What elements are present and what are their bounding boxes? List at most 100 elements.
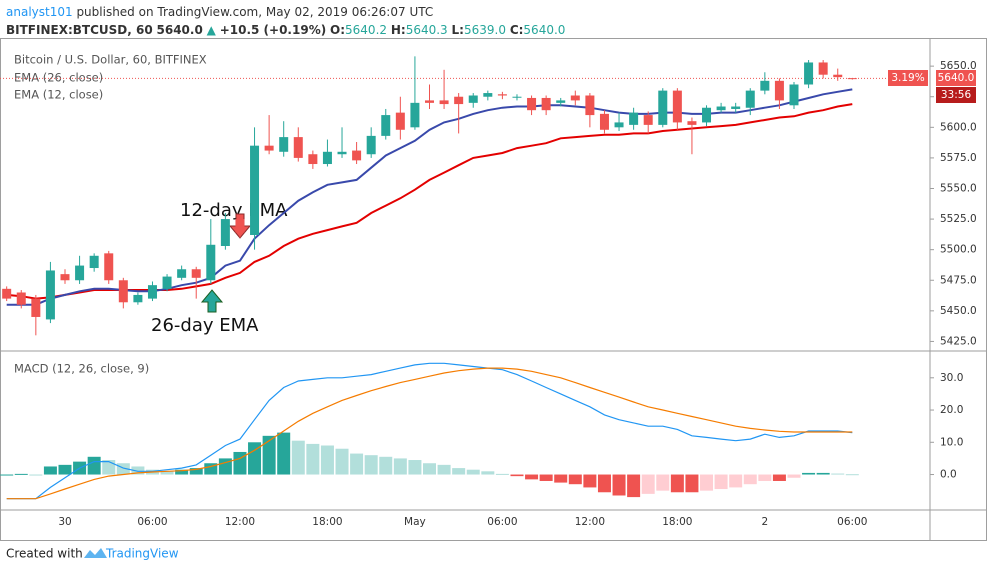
x-tick-label: 18:00 [312, 516, 342, 528]
y-tick-label: 5475.0 [940, 274, 977, 286]
x-tick-label: 06:00 [137, 516, 167, 528]
candle-body [425, 100, 434, 103]
candle-body [206, 244, 216, 281]
y-tick-label: 5425.0 [940, 335, 977, 347]
histogram-bar [58, 464, 72, 475]
histogram-bar [510, 474, 524, 477]
histogram-bar [291, 440, 305, 475]
histogram-bar [335, 448, 349, 475]
macd-line [6, 367, 853, 500]
candle-body [541, 97, 551, 111]
chart-title: Bitcoin / U.S. Dollar, 60, BITFINEX [14, 53, 207, 67]
candle-body [322, 151, 332, 165]
y-tick-label: 20.0 [940, 404, 963, 416]
candle-body [60, 274, 70, 281]
ema-line [6, 103, 853, 300]
histogram-bar [204, 463, 218, 475]
logo [84, 548, 107, 558]
candle-body [352, 150, 362, 161]
ohlc-value: 5640.3 [406, 23, 448, 37]
y-tick-label: 0.0 [940, 469, 957, 481]
candle-body [454, 96, 464, 105]
candle-body [45, 270, 55, 320]
price-tag-label: 5640.0 [938, 72, 975, 84]
ohlc-label: C: [510, 23, 524, 37]
y-tick-label: 5525.0 [940, 213, 977, 225]
ohlc-value: 5640.0 [523, 23, 565, 37]
footer-text: Created with [6, 547, 83, 561]
candle-body [89, 255, 99, 269]
macd-line [6, 362, 853, 500]
histogram-bar [758, 474, 772, 481]
candle-body [264, 145, 274, 151]
candle-body [16, 292, 26, 305]
ohlc-label: H: [391, 23, 406, 37]
candle-body [395, 112, 405, 130]
candle-body [643, 115, 653, 125]
histogram-bar [597, 474, 611, 493]
candle-body [235, 219, 245, 233]
countdown-tag [936, 87, 976, 103]
histogram-bar [277, 432, 291, 475]
histogram-bar [845, 474, 859, 476]
histogram-bar [408, 460, 422, 475]
y-tick-label: 30.0 [940, 372, 963, 384]
candle-body [833, 74, 843, 78]
ohlc-label: O: [330, 23, 345, 37]
candle-body [75, 265, 85, 281]
histogram-bar [437, 464, 451, 475]
candle-body [672, 90, 682, 123]
candle-body [804, 62, 814, 85]
histogram-bar [816, 472, 830, 475]
candle-body [250, 145, 260, 235]
candle-body [599, 113, 609, 130]
footer-brand[interactable]: TradingView [105, 547, 179, 561]
candle-body [512, 96, 522, 98]
y-tick-label: 5500.0 [940, 244, 977, 256]
histogram-bar [131, 466, 145, 475]
candle-body [381, 115, 391, 136]
histogram-bar [554, 474, 568, 483]
histogram-bar [466, 469, 480, 475]
histogram-bar [320, 445, 334, 475]
author[interactable]: analyst101 [6, 5, 73, 19]
countdown-label: 33:56 [941, 89, 972, 101]
x-tick-label: 06:00 [487, 516, 517, 528]
candle-body [483, 93, 493, 97]
histogram-bar [772, 474, 786, 481]
candle-body [760, 80, 770, 91]
histogram-bar [525, 474, 539, 480]
y-tick-label: 5550.0 [940, 182, 977, 194]
histogram-bar [29, 474, 43, 476]
histogram-bar [423, 463, 436, 475]
annotation: 12-day EMA [180, 200, 288, 221]
candle-body [527, 97, 537, 111]
histogram-bar [175, 469, 189, 475]
histogram-bar [670, 474, 684, 493]
x-tick-label: 12:00 [575, 516, 605, 528]
candle-body [279, 137, 289, 152]
histogram-bar [87, 456, 101, 475]
histogram-bar [495, 473, 509, 475]
histogram-bar [641, 474, 655, 494]
x-tick-label: May [404, 516, 426, 528]
candle-body [556, 100, 566, 103]
ohlc-label: L: [452, 23, 464, 37]
histogram-bar [787, 474, 801, 478]
y-tick-label: 5575.0 [940, 152, 977, 164]
histogram-bar [306, 443, 320, 475]
published: published on TradingView.com, May 02, 20… [76, 5, 433, 19]
histogram-bar [568, 474, 582, 485]
candle-body [687, 121, 697, 125]
candle-body [337, 151, 347, 155]
candle-body [614, 122, 624, 128]
histogram-bar [831, 473, 845, 475]
y-tick-label: 5650.0 [940, 60, 977, 72]
candle-body [731, 106, 741, 109]
candle-body [629, 112, 639, 125]
x-tick-label: 18:00 [662, 516, 692, 528]
histogram-bar [452, 468, 466, 475]
histogram-bar [627, 474, 641, 498]
